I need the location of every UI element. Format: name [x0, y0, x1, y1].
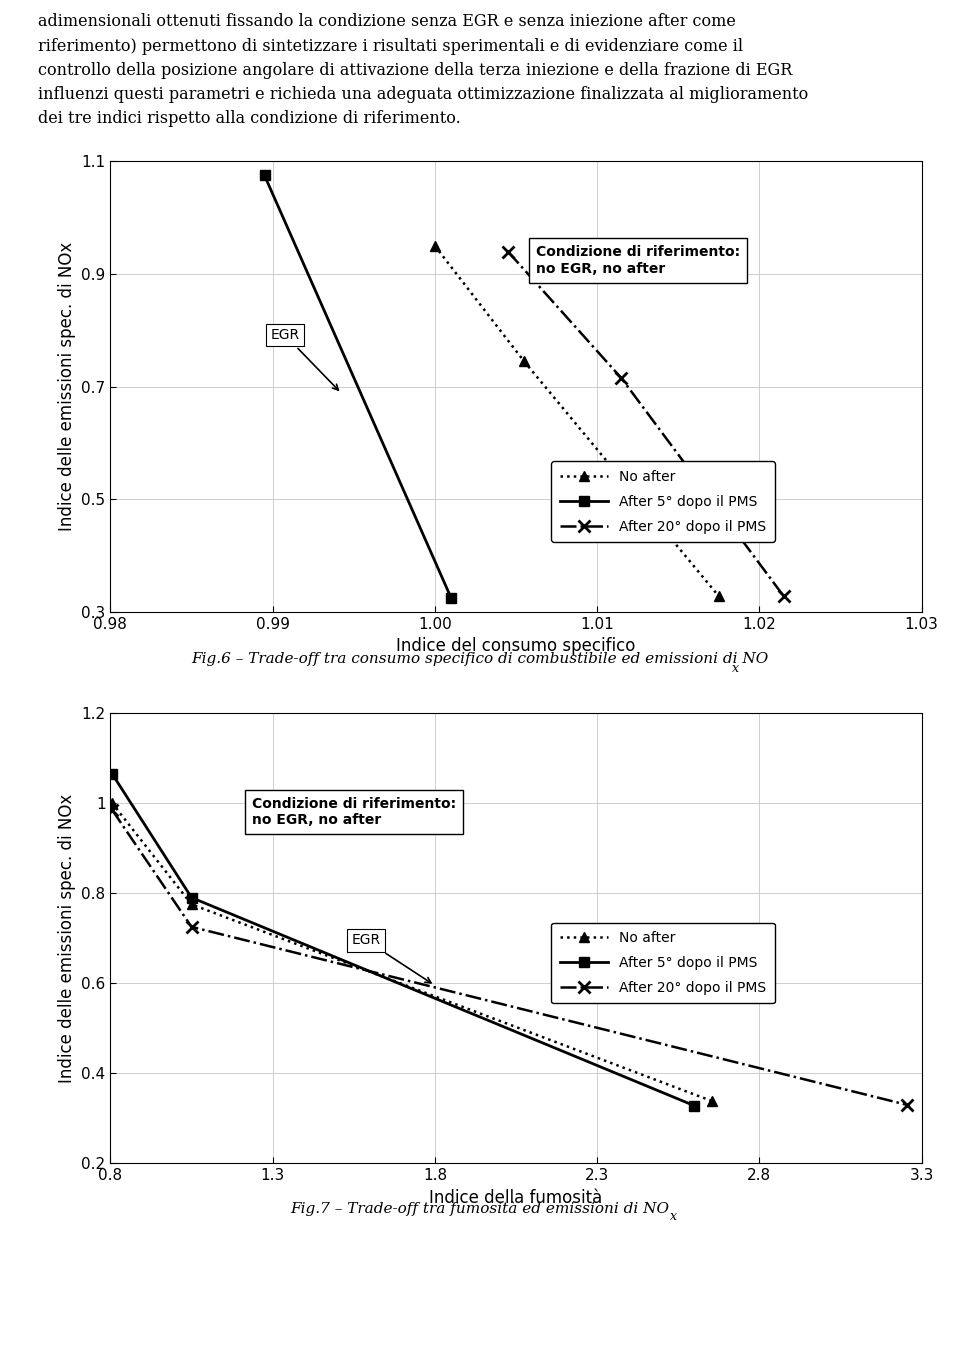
Text: Condizione di riferimento:
no EGR, no after: Condizione di riferimento: no EGR, no af…	[537, 245, 740, 276]
Text: EGR: EGR	[351, 933, 431, 983]
Line: After 5° dopo il PMS: After 5° dopo il PMS	[108, 769, 699, 1111]
After 5° dopo il PMS	[107, 765, 118, 781]
Line: After 20° dopo il PMS: After 20° dopo il PMS	[106, 803, 913, 1111]
After 20° dopo il PMS	[107, 802, 118, 818]
X-axis label: Indice del consumo specifico: Indice del consumo specifico	[396, 638, 636, 655]
Legend: No after, After 5° dopo il PMS, After 20° dopo il PMS: No after, After 5° dopo il PMS, After 20…	[551, 461, 775, 542]
Y-axis label: Indice delle emissioni spec. di NOx: Indice delle emissioni spec. di NOx	[58, 794, 76, 1083]
Legend: No after, After 5° dopo il PMS, After 20° dopo il PMS: No after, After 5° dopo il PMS, After 20…	[551, 923, 775, 1003]
No after	[518, 354, 530, 370]
After 20° dopo il PMS	[615, 370, 627, 386]
Line: No after: No after	[430, 241, 724, 601]
After 20° dopo il PMS	[502, 243, 514, 260]
X-axis label: Indice della fumosità: Indice della fumosità	[429, 1189, 603, 1206]
Text: x: x	[670, 1210, 677, 1224]
No after	[713, 588, 725, 604]
Text: adimensionali ottenuti fissando la condizione senza EGR e senza iniezione after : adimensionali ottenuti fissando la condi…	[38, 13, 808, 126]
No after	[186, 896, 198, 912]
Text: EGR: EGR	[271, 328, 338, 390]
Line: No after: No after	[108, 798, 717, 1106]
After 5° dopo il PMS	[688, 1098, 700, 1114]
No after	[107, 795, 118, 811]
After 5° dopo il PMS	[186, 889, 198, 905]
After 20° dopo il PMS	[901, 1096, 913, 1112]
Text: x: x	[732, 662, 738, 675]
Text: Condizione di riferimento:
no EGR, no after: Condizione di riferimento: no EGR, no af…	[252, 796, 457, 827]
Text: Fig.6 – Trade-off tra consumo specifico di combustibile ed emissioni di NO: Fig.6 – Trade-off tra consumo specifico …	[191, 652, 769, 666]
Line: After 20° dopo il PMS: After 20° dopo il PMS	[502, 245, 790, 603]
No after	[707, 1093, 718, 1110]
After 20° dopo il PMS	[778, 588, 789, 604]
No after	[429, 238, 441, 254]
Y-axis label: Indice delle emissioni spec. di NOx: Indice delle emissioni spec. di NOx	[58, 242, 76, 531]
Text: Fig.7 – Trade-off tra fumosità ed emissioni di NO: Fig.7 – Trade-off tra fumosità ed emissi…	[291, 1201, 669, 1216]
After 20° dopo il PMS	[186, 919, 198, 935]
